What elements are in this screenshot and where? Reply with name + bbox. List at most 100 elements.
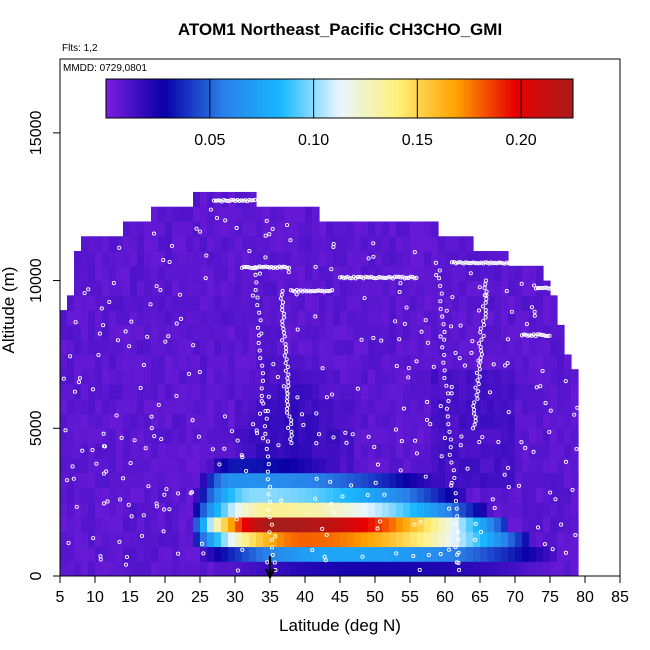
flight-track-point [394, 274, 399, 279]
heatmap-cell [557, 339, 565, 356]
heatmap-cell [95, 251, 103, 267]
colorbar-swatch [347, 79, 352, 118]
heatmap-cell [508, 383, 516, 400]
flight-track-point [263, 233, 268, 238]
heatmap-cell [144, 221, 152, 237]
heatmap-cell [550, 487, 558, 503]
flight-track-point [479, 529, 484, 534]
heatmap-cell [417, 236, 425, 252]
heatmap-cell [438, 561, 446, 576]
heatmap-cell [284, 546, 292, 562]
flight-track-point [322, 554, 327, 559]
heatmap-cell [445, 472, 453, 488]
heatmap-cell [137, 251, 145, 267]
heatmap-cell [228, 265, 236, 282]
flight-track-point [329, 267, 334, 272]
heatmap-cell [410, 295, 418, 311]
flight-track-point [365, 492, 370, 498]
heatmap-cell [557, 428, 565, 444]
heatmap-cell [221, 398, 229, 415]
heatmap-cell [116, 236, 124, 252]
heatmap-cell [291, 295, 299, 311]
heatmap-cell [200, 280, 208, 296]
heatmap-cell [445, 354, 453, 370]
heatmap-cell [270, 280, 278, 296]
flight-track-point [239, 453, 244, 458]
heatmap-cell [361, 546, 369, 562]
flight-track-point [371, 254, 376, 259]
flight-track-point [480, 304, 486, 309]
flight-track-point [394, 551, 399, 556]
heatmap-cell [130, 546, 138, 562]
flight-track-point [444, 308, 449, 313]
heatmap-cell [438, 413, 446, 429]
flight-track-point [350, 432, 355, 437]
heatmap-cell [186, 369, 194, 385]
colorbar-swatch [230, 79, 235, 118]
flight-track-point [487, 261, 492, 266]
flight-track-point [547, 333, 552, 338]
colorbar-swatch [144, 79, 150, 118]
heatmap-cell [487, 502, 495, 518]
heatmap-cell [284, 310, 292, 326]
heatmap-cell [466, 561, 474, 576]
heatmap-cell [158, 339, 166, 356]
flight-track-point [473, 537, 478, 542]
heatmap-cell [144, 295, 152, 311]
colorbar-swatch [467, 79, 473, 118]
flight-track-point [386, 275, 392, 280]
heatmap-cell [263, 236, 271, 252]
heatmap-cell [354, 221, 362, 237]
heatmap-cell [95, 265, 103, 282]
heatmap-cell [529, 339, 537, 356]
heatmap-cell [60, 546, 68, 562]
heatmap-cell [214, 531, 222, 548]
heatmap-cell [256, 221, 264, 237]
heatmap-cell [354, 561, 362, 576]
heatmap-cell [151, 354, 159, 370]
heatmap-cell [193, 428, 201, 444]
heatmap-cell [333, 383, 341, 400]
heatmap-cell [571, 369, 579, 385]
flight-track-point [438, 299, 443, 304]
flight-track-point [397, 290, 402, 295]
heatmap-cell [172, 398, 180, 415]
heatmap-cell [340, 310, 348, 326]
flight-track-point [264, 416, 269, 421]
heatmap-cell [207, 295, 215, 311]
heatmap-cell [130, 369, 138, 385]
flight-track-point [457, 356, 462, 361]
x-tick-label: 50 [366, 589, 384, 606]
heatmap-cell [438, 531, 446, 548]
heatmap-cell [74, 546, 82, 562]
heatmap-cell [487, 280, 495, 296]
heatmap-cell [116, 339, 124, 356]
heatmap-cell [179, 339, 187, 356]
heatmap-cell [186, 295, 194, 311]
heatmap-cell [410, 472, 418, 488]
heatmap-cell [179, 310, 187, 326]
heatmap-cell [242, 457, 250, 474]
flight-track-point [438, 552, 443, 557]
heatmap-cell [88, 265, 96, 282]
heatmap-cell [263, 280, 271, 296]
heatmap-cell [571, 561, 579, 576]
heatmap-cell [235, 280, 243, 296]
flight-track-point [267, 265, 272, 270]
heatmap-cell [207, 251, 215, 267]
heatmap-cell [389, 546, 397, 562]
flight-track-point [280, 307, 285, 312]
heatmap-cell [256, 443, 264, 459]
heatmap-cell [284, 280, 292, 296]
heatmap-cell [291, 280, 299, 296]
heatmap-cell [508, 546, 516, 562]
heatmap-cell [235, 354, 243, 370]
flight-track-point [537, 286, 542, 291]
heatmap-cell [508, 354, 516, 370]
colorbar-swatch [553, 79, 558, 118]
flight-track-point [378, 519, 383, 524]
flight-track-point [265, 469, 270, 474]
colorbar-swatch [113, 79, 119, 118]
heatmap-cell [165, 502, 173, 518]
